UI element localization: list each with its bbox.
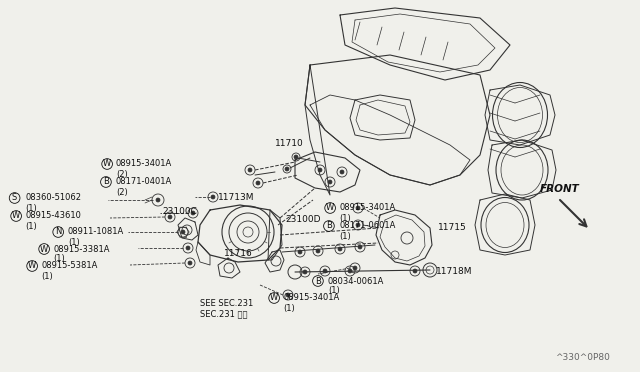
Text: (1): (1) <box>25 203 36 212</box>
Circle shape <box>191 211 195 215</box>
Circle shape <box>356 223 360 227</box>
Text: (2): (2) <box>116 170 128 179</box>
Circle shape <box>353 266 357 270</box>
Text: W: W <box>103 160 111 169</box>
Text: 08171-0601A: 08171-0601A <box>339 221 396 231</box>
Text: FRONT: FRONT <box>540 184 580 194</box>
Text: 23100C: 23100C <box>162 208 197 217</box>
Text: W: W <box>326 203 334 212</box>
Circle shape <box>286 293 290 297</box>
Circle shape <box>303 270 307 274</box>
Text: 08360-51062: 08360-51062 <box>25 193 81 202</box>
Text: S: S <box>12 193 17 202</box>
Text: SEC.231 参照: SEC.231 参照 <box>200 310 248 318</box>
Text: B: B <box>103 177 109 186</box>
Text: 11715: 11715 <box>438 224 467 232</box>
Text: 08034-0061A: 08034-0061A <box>328 276 385 285</box>
Circle shape <box>186 246 190 250</box>
Text: 23100D: 23100D <box>285 215 321 224</box>
Circle shape <box>248 168 252 172</box>
Text: SEE SEC.231: SEE SEC.231 <box>200 298 253 308</box>
Text: (1): (1) <box>339 231 351 241</box>
Circle shape <box>181 230 185 234</box>
Text: 08915-43610: 08915-43610 <box>25 212 81 221</box>
Text: 08915-5381A: 08915-5381A <box>41 262 97 270</box>
Text: 11710: 11710 <box>275 138 304 148</box>
Text: (2): (2) <box>116 187 128 196</box>
Circle shape <box>356 206 360 210</box>
Text: B: B <box>326 221 332 231</box>
Circle shape <box>328 180 332 184</box>
Text: 08915-3401A: 08915-3401A <box>116 160 172 169</box>
Circle shape <box>318 168 322 172</box>
Text: (1): (1) <box>25 221 36 231</box>
Text: 08915-3381A: 08915-3381A <box>53 244 109 253</box>
Text: 08915-3401A: 08915-3401A <box>283 294 339 302</box>
Text: 11718M: 11718M <box>436 266 472 276</box>
Text: W: W <box>28 262 36 270</box>
Text: (1): (1) <box>41 272 52 280</box>
Circle shape <box>323 269 327 273</box>
Circle shape <box>316 249 320 253</box>
Circle shape <box>156 198 160 202</box>
Text: 08915-3401A: 08915-3401A <box>339 203 396 212</box>
Text: 08171-0401A: 08171-0401A <box>116 177 172 186</box>
Text: 08911-1081A: 08911-1081A <box>68 228 124 237</box>
Circle shape <box>285 167 289 171</box>
Circle shape <box>358 245 362 249</box>
Circle shape <box>348 269 352 273</box>
Text: (1): (1) <box>53 254 65 263</box>
Text: (1): (1) <box>339 214 351 222</box>
Circle shape <box>338 247 342 251</box>
Circle shape <box>413 269 417 273</box>
Text: W: W <box>12 212 20 221</box>
Text: 11713M: 11713M <box>218 192 255 202</box>
Circle shape <box>188 261 192 265</box>
Text: B: B <box>315 276 321 285</box>
Circle shape <box>256 181 260 185</box>
Text: (1): (1) <box>328 286 340 295</box>
Text: N: N <box>55 228 61 237</box>
Text: 11716: 11716 <box>224 250 253 259</box>
Text: W: W <box>40 244 48 253</box>
Circle shape <box>340 170 344 174</box>
Circle shape <box>294 155 298 159</box>
Circle shape <box>211 195 215 199</box>
Circle shape <box>168 215 172 219</box>
Text: (1): (1) <box>68 237 80 247</box>
Text: (1): (1) <box>283 304 295 312</box>
Text: W: W <box>270 294 278 302</box>
Circle shape <box>298 250 302 254</box>
Text: ^330^0P80: ^330^0P80 <box>555 353 610 362</box>
